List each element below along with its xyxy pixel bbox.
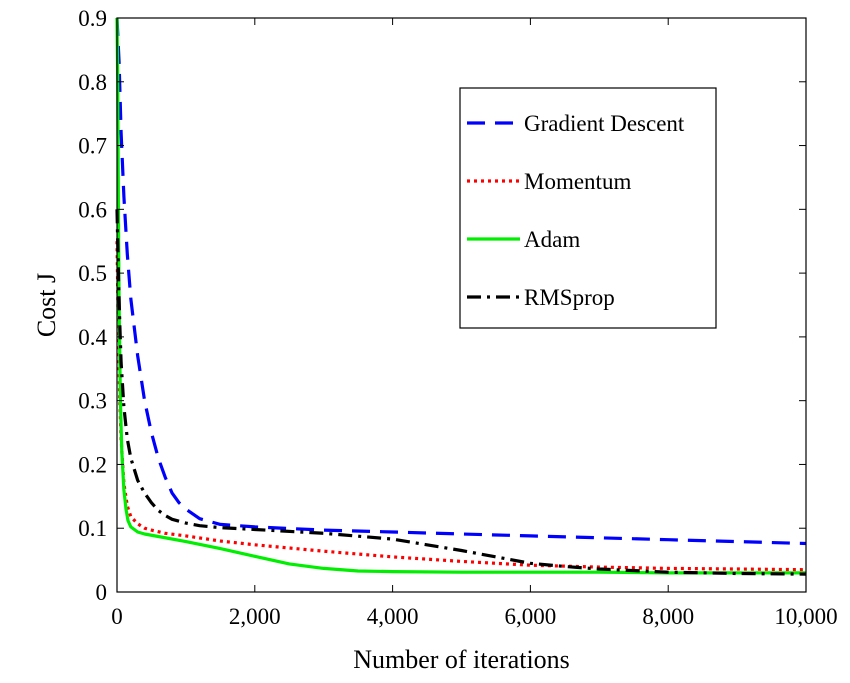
x-tick-label: 2,000 (229, 604, 281, 629)
legend: Gradient Descent Momentum Adam RMSprop (459, 87, 717, 329)
legend-box (459, 87, 717, 329)
y-tick-label: 0.8 (78, 70, 107, 95)
y-tick-label: 0 (96, 580, 108, 605)
series-line-adam (115, 17, 806, 575)
legend-label: RMSprop (524, 285, 615, 310)
x-tick-label: 4,000 (367, 604, 419, 629)
x-tick-label: 0 (111, 604, 123, 629)
y-tick-label: 0.2 (78, 452, 107, 477)
y-tick-label: 0.3 (78, 389, 107, 414)
y-axis-label: Cost J (32, 273, 61, 337)
y-tick-label: 0.9 (78, 6, 107, 31)
x-axis-label: Number of iterations (353, 645, 570, 674)
legend-label: Gradient Descent (524, 111, 685, 136)
legend-label: Momentum (524, 169, 631, 194)
legend-items: Gradient Descent Momentum Adam RMSprop (467, 111, 685, 310)
y-tick-label: 0.4 (78, 325, 107, 350)
legend-label: Adam (524, 227, 580, 252)
series-layer (115, 17, 807, 576)
y-tick-label: 0.5 (78, 261, 107, 286)
series-line-rmsprop (115, 209, 807, 576)
x-tick-label: 8,000 (642, 604, 694, 629)
series-line-gradient-descent (115, 17, 807, 546)
y-tick-label: 0.6 (78, 197, 107, 222)
axes-layer: 0 2,000 4,000 6,000 8,000 10,000 0 0.1 0.2 0.3 0.4… (78, 6, 837, 629)
series-line-momentum (115, 241, 807, 572)
plot-area-frame (116, 17, 807, 593)
x-tick-label: 10,000 (774, 604, 837, 629)
x-tick-label: 6,000 (505, 604, 557, 629)
y-tick-label: 0.1 (78, 516, 107, 541)
y-tick-label: 0.7 (78, 134, 107, 159)
